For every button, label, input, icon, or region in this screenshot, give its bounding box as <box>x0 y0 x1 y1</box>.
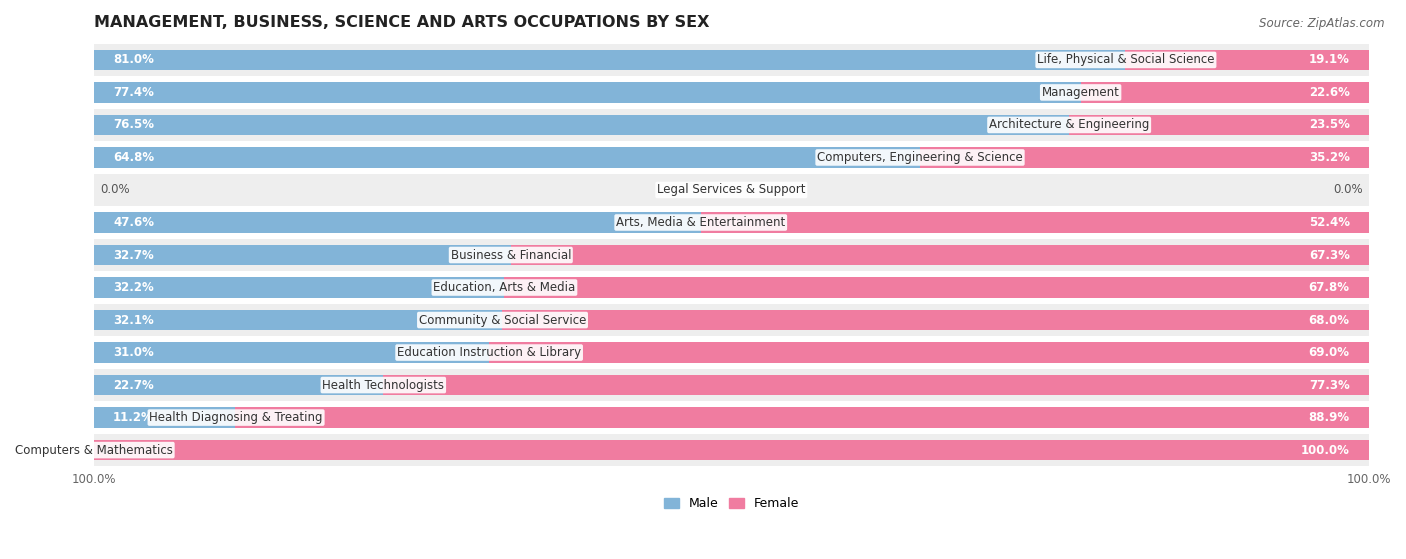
Text: 19.1%: 19.1% <box>1309 54 1350 67</box>
Text: Arts, Media & Entertainment: Arts, Media & Entertainment <box>616 216 786 229</box>
Bar <box>94 245 510 265</box>
Bar <box>94 271 1369 304</box>
Text: Health Technologists: Health Technologists <box>322 378 444 391</box>
Text: 32.2%: 32.2% <box>112 281 153 294</box>
Bar <box>94 277 505 297</box>
Bar <box>235 408 1369 428</box>
Bar <box>1069 115 1369 135</box>
Text: 52.4%: 52.4% <box>1309 216 1350 229</box>
Text: 67.8%: 67.8% <box>1309 281 1350 294</box>
Text: 69.0%: 69.0% <box>1309 346 1350 359</box>
Bar <box>94 434 1369 466</box>
Text: Computers & Mathematics: Computers & Mathematics <box>15 444 173 457</box>
Bar <box>94 304 1369 337</box>
Text: 23.5%: 23.5% <box>1309 119 1350 131</box>
Text: Life, Physical & Social Science: Life, Physical & Social Science <box>1038 54 1215 67</box>
Text: 32.1%: 32.1% <box>112 314 153 326</box>
Text: 100.0%: 100.0% <box>1301 444 1350 457</box>
Text: 68.0%: 68.0% <box>1309 314 1350 326</box>
Text: 64.8%: 64.8% <box>112 151 155 164</box>
Bar <box>94 369 1369 401</box>
Bar <box>94 174 1369 206</box>
Text: 0.0%: 0.0% <box>1333 183 1362 196</box>
Bar <box>502 310 1369 330</box>
Text: 77.4%: 77.4% <box>112 86 153 99</box>
Bar <box>94 76 1369 108</box>
Bar <box>94 239 1369 271</box>
Text: Business & Financial: Business & Financial <box>450 249 571 262</box>
Text: 77.3%: 77.3% <box>1309 378 1350 391</box>
Text: 11.2%: 11.2% <box>112 411 153 424</box>
Bar <box>94 108 1369 141</box>
Text: Legal Services & Support: Legal Services & Support <box>657 183 806 196</box>
Bar <box>94 206 1369 239</box>
Text: 67.3%: 67.3% <box>1309 249 1350 262</box>
Text: 0.0%: 0.0% <box>100 444 129 457</box>
Text: Computers, Engineering & Science: Computers, Engineering & Science <box>817 151 1024 164</box>
Text: Health Diagnosing & Treating: Health Diagnosing & Treating <box>149 411 323 424</box>
Bar <box>94 44 1369 76</box>
Text: Management: Management <box>1042 86 1119 99</box>
Text: 32.7%: 32.7% <box>112 249 153 262</box>
Text: 47.6%: 47.6% <box>112 216 155 229</box>
Bar <box>489 343 1369 363</box>
Bar <box>920 148 1369 168</box>
Text: Architecture & Engineering: Architecture & Engineering <box>988 119 1149 131</box>
Bar <box>94 440 1369 460</box>
Text: 0.0%: 0.0% <box>100 183 129 196</box>
Bar <box>94 375 384 395</box>
Bar <box>94 310 503 330</box>
Bar <box>94 115 1069 135</box>
Bar <box>1125 50 1369 70</box>
Text: 22.6%: 22.6% <box>1309 86 1350 99</box>
Bar <box>94 82 1081 102</box>
Text: 88.9%: 88.9% <box>1309 411 1350 424</box>
Text: Source: ZipAtlas.com: Source: ZipAtlas.com <box>1260 17 1385 30</box>
Text: 81.0%: 81.0% <box>112 54 153 67</box>
Bar <box>94 343 489 363</box>
Text: MANAGEMENT, BUSINESS, SCIENCE AND ARTS OCCUPATIONS BY SEX: MANAGEMENT, BUSINESS, SCIENCE AND ARTS O… <box>94 15 710 30</box>
Bar <box>94 212 700 233</box>
Bar <box>700 212 1369 233</box>
Bar <box>94 337 1369 369</box>
Text: 35.2%: 35.2% <box>1309 151 1350 164</box>
Bar <box>94 401 1369 434</box>
Bar <box>94 141 1369 174</box>
Text: Community & Social Service: Community & Social Service <box>419 314 586 326</box>
Text: Education Instruction & Library: Education Instruction & Library <box>396 346 581 359</box>
Bar <box>384 375 1369 395</box>
Bar <box>94 50 1126 70</box>
Text: Education, Arts & Media: Education, Arts & Media <box>433 281 575 294</box>
Text: 31.0%: 31.0% <box>112 346 153 359</box>
Bar <box>94 148 920 168</box>
Bar <box>94 408 236 428</box>
Legend: Male, Female: Male, Female <box>659 492 804 515</box>
Text: 22.7%: 22.7% <box>112 378 153 391</box>
Text: 76.5%: 76.5% <box>112 119 155 131</box>
Bar <box>505 277 1369 297</box>
Bar <box>1081 82 1369 102</box>
Bar <box>510 245 1369 265</box>
